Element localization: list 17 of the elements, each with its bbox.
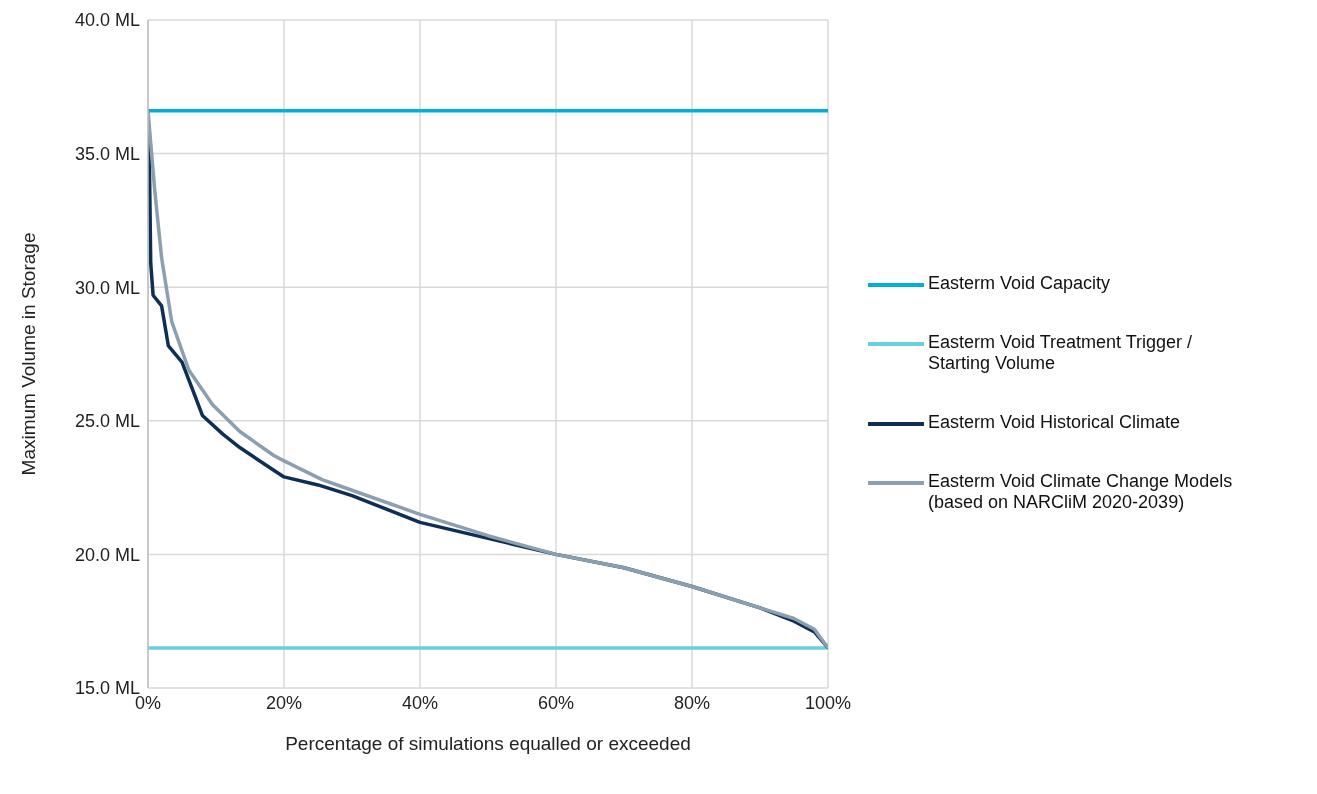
y-axis-title: Maximum Volume in Storage <box>17 232 39 476</box>
legend-label: Easterm Void Treatment Trigger / Starting Volume <box>928 332 1194 374</box>
y-tick-label: 40.0 ML <box>74 10 140 31</box>
y-tick-label: 20.0 ML <box>74 544 140 565</box>
x-axis-title: Percentage of simulations equalled or exceeded <box>285 733 691 754</box>
legend-label: Easterm Void Climate Change Models (based on NARCliM 2020-2039) <box>928 471 1234 513</box>
x-tick-label: 60% <box>537 692 575 713</box>
x-tick-label: 40% <box>401 692 439 713</box>
x-tick-label: 20% <box>265 692 303 713</box>
x-tick-label: 80% <box>673 692 711 713</box>
y-tick-label: 25.0 ML <box>74 411 140 432</box>
y-tick-label: 35.0 ML <box>74 143 140 164</box>
legend-label: Easterm Void Historical Climate <box>928 412 1182 433</box>
x-tick-label: 100% <box>804 692 852 713</box>
legend-label: Easterm Void Capacity <box>928 273 1112 294</box>
line-series <box>148 109 828 650</box>
y-tick-label: 30.0 ML <box>74 277 140 298</box>
